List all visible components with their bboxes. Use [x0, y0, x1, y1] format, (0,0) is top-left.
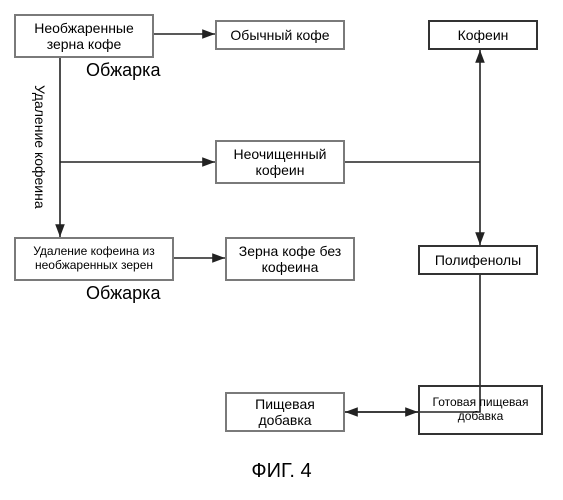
node-label: Готовая пищевая добавка — [424, 396, 537, 424]
node-crude-caffeine: Неочищенный кофеин — [215, 140, 345, 184]
label-roast-1: Обжарка — [86, 60, 160, 81]
node-caffeine: Кофеин — [428, 20, 538, 50]
label-text: Обжарка — [86, 283, 160, 303]
node-food-additive: Пищевая добавка — [225, 392, 345, 432]
label-text: Удаление кофеина — [32, 85, 48, 209]
node-finished-additive: Готовая пищевая добавка — [418, 385, 543, 435]
node-label: Необжаренные зерна кофе — [20, 20, 148, 52]
node-label: Обычный кофе — [230, 27, 329, 43]
figure-caption: ФИГ. 4 — [0, 460, 563, 483]
node-unroasted: Необжаренные зерна кофе — [14, 14, 154, 58]
node-label: Кофеин — [458, 27, 509, 43]
label-text: Обжарка — [86, 60, 160, 80]
node-label: Зерна кофе без кофеина — [231, 243, 349, 275]
label-roast-2: Обжарка — [86, 283, 160, 304]
node-label: Неочищенный кофеин — [221, 146, 339, 178]
node-label: Удаление кофеина из необжаренных зерен — [20, 245, 168, 273]
node-label: Полифенолы — [435, 252, 521, 268]
node-polyphenols: Полифенолы — [418, 245, 538, 275]
diagram-canvas: Необжаренные зерна кофе Обычный кофе Коф… — [0, 0, 563, 500]
node-decaf-removal: Удаление кофеина из необжаренных зерен — [14, 237, 174, 281]
label-caffeine-removal: Удаление кофеина — [32, 85, 48, 209]
caption-text: ФИГ. 4 — [251, 460, 311, 482]
node-label: Пищевая добавка — [231, 396, 339, 428]
node-decaf-beans: Зерна кофе без кофеина — [225, 237, 355, 281]
node-regular-coffee: Обычный кофе — [215, 20, 345, 50]
